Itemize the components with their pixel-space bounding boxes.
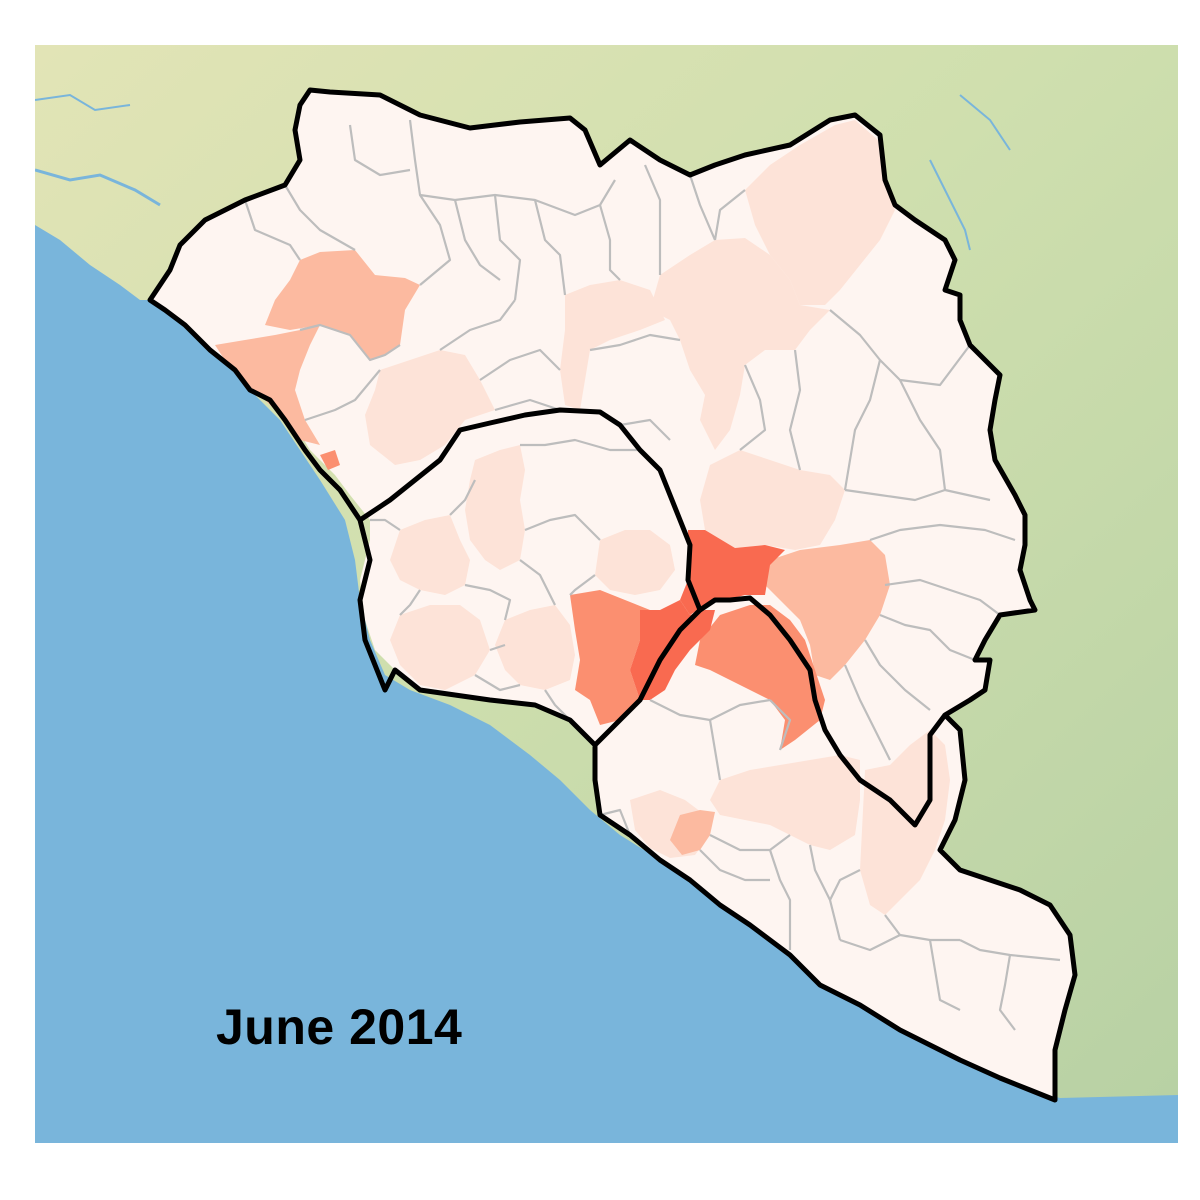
map-frame (35, 45, 1178, 1143)
district-siguiri (745, 120, 895, 305)
border-sierra-leone-liberia (593, 608, 702, 747)
country-borders (147, 87, 1078, 1103)
district-montserrado (670, 810, 715, 855)
border-guinea-liberia (698, 595, 947, 828)
district-conakry (320, 450, 340, 470)
border-guinea-sierra-leone (358, 407, 703, 611)
choropleth-map (35, 45, 1178, 1143)
border-outer (147, 87, 1078, 1103)
district-boffa (215, 325, 320, 445)
river (929, 159, 971, 251)
district-gueckedou (680, 530, 785, 615)
river (35, 168, 161, 207)
district-lofa-south (710, 755, 860, 850)
map-caption: June 2014 (216, 999, 463, 1055)
district-port-loko (390, 515, 470, 595)
district-kouroussa (650, 238, 830, 450)
district-boke (265, 250, 420, 360)
district-bombali (465, 445, 525, 570)
district-borders (243, 119, 1061, 1031)
river (959, 94, 1011, 151)
district-faranah (700, 450, 845, 550)
district-telimele (365, 350, 495, 465)
district-tonkolili (595, 530, 675, 595)
district-kenema (570, 590, 650, 725)
river (35, 93, 131, 112)
district-bo (495, 605, 575, 690)
district-dabola (560, 280, 665, 410)
district-kissidougou (765, 540, 890, 680)
district-moyamba (390, 605, 490, 690)
country-liberia (595, 598, 1075, 1100)
